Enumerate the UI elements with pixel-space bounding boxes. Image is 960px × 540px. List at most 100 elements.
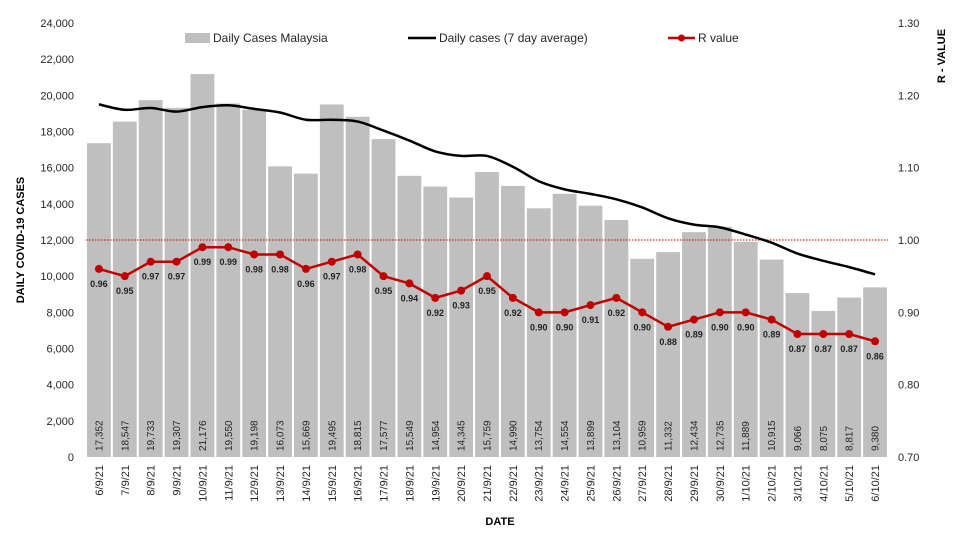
x-axis-tick-label: 10/9/21 xyxy=(197,465,209,502)
r-value-marker xyxy=(457,286,466,295)
bar-value-labels: 17,352 18,547 19,733 19,307 21,176 19,550 19,1… xyxy=(94,420,881,451)
bar-value-label: 9,380 xyxy=(871,426,882,451)
r-value-labels: 0.96 0.95 0.97 0.97 0.99 0.99 0.98 0.98 0.96 0.97… xyxy=(90,257,884,361)
x-axis-tick-label: 24/9/21 xyxy=(560,465,572,502)
x-axis-tick-label: 21/9/21 xyxy=(482,465,494,502)
x-axis-tick-label: 6/10/21 xyxy=(870,465,882,502)
r-value-label: 0.88 xyxy=(659,337,677,347)
x-axis-ticks: 6/9/21 7/9/21 8/9/21 9/9/21 10/9/21 11/9/21 12… xyxy=(94,465,882,502)
r-value-label: 0.89 xyxy=(685,330,703,340)
left-axis-tick-label: 16,000 xyxy=(40,163,74,175)
r-value-label: 0.96 xyxy=(297,279,315,289)
r-value-label: 0.93 xyxy=(452,301,470,311)
bar-value-label: 11,332 xyxy=(664,421,675,451)
r-value-marker xyxy=(586,301,595,310)
r-value-marker xyxy=(276,250,285,259)
legend-swatch-daily-cases xyxy=(185,33,210,43)
bar xyxy=(475,172,499,457)
r-value-label: 0.98 xyxy=(271,264,289,274)
bar xyxy=(682,232,706,457)
bar xyxy=(526,208,551,457)
bar xyxy=(578,205,603,457)
x-axis-tick-label: 13/9/21 xyxy=(275,465,287,502)
x-axis-tick-label: 6/9/21 xyxy=(94,465,106,496)
r-value-marker xyxy=(483,272,491,281)
bar-value-label: 13,754 xyxy=(534,420,545,451)
r-value-marker xyxy=(224,243,233,252)
bar xyxy=(811,310,836,457)
right-axis-title: R - VALUE xyxy=(936,29,948,83)
r-value-marker xyxy=(146,257,155,266)
r-value-marker xyxy=(689,315,698,324)
x-axis-tick-label: 1/10/21 xyxy=(741,465,753,502)
bar xyxy=(371,139,396,458)
bar xyxy=(552,193,577,457)
x-axis-tick-label: 12/9/21 xyxy=(249,465,261,502)
right-axis-tick-label: 1.20 xyxy=(898,90,919,102)
r-value-marker xyxy=(94,264,103,273)
bar-value-label: 14,554 xyxy=(560,420,571,451)
bar xyxy=(397,175,422,457)
r-value-marker xyxy=(612,293,621,302)
r-value-label: 0.95 xyxy=(478,286,496,296)
r-value-label: 0.98 xyxy=(349,264,367,274)
x-axis-tick-label: 8/9/21 xyxy=(146,465,158,496)
left-axis-tick-label: 0 xyxy=(68,452,74,464)
r-value-marker xyxy=(327,257,336,266)
r-value-marker xyxy=(431,293,440,302)
r-value-marker xyxy=(741,308,750,317)
x-axis-tick-label: 23/9/21 xyxy=(534,465,546,502)
x-axis-tick-label: 22/9/21 xyxy=(508,465,520,502)
bar xyxy=(837,297,862,457)
left-axis-tick-label: 2,000 xyxy=(46,416,74,428)
r-value-label: 0.94 xyxy=(401,293,419,303)
r-value-marker xyxy=(172,257,181,266)
bar xyxy=(216,103,241,458)
r-value-label: 0.87 xyxy=(840,344,858,354)
r-value-marker xyxy=(353,250,362,259)
x-axis-tick-label: 28/9/21 xyxy=(663,465,675,502)
x-axis-tick-label: 26/9/21 xyxy=(611,465,623,502)
r-value-marker xyxy=(664,322,673,331)
bar xyxy=(863,287,887,457)
r-value-marker xyxy=(508,293,517,302)
left-axis-tick-label: 20,000 xyxy=(40,90,74,102)
bar xyxy=(268,166,292,457)
r-value-label: 0.96 xyxy=(90,279,108,289)
r-value-marker xyxy=(845,330,854,339)
r-value-label: 0.95 xyxy=(116,286,134,296)
bar-value-label: 12,434 xyxy=(689,420,700,451)
r-value-marker xyxy=(301,264,310,273)
r-value-label: 0.87 xyxy=(815,344,833,354)
r-value-marker xyxy=(405,279,414,288)
x-axis-tick-label: 9/9/21 xyxy=(172,465,184,496)
bar-value-label: 14,990 xyxy=(508,420,519,451)
bar-value-label: 8,075 xyxy=(819,426,830,451)
bar xyxy=(294,173,318,457)
bar xyxy=(319,104,344,457)
bar-value-label: 12,735 xyxy=(715,420,726,451)
r-value-marker xyxy=(250,250,259,259)
legend-label-r-value: R value xyxy=(698,31,739,45)
r-value-marker xyxy=(120,272,129,281)
bar xyxy=(707,226,732,457)
r-value-label: 0.97 xyxy=(168,272,186,282)
r-value-label: 0.92 xyxy=(608,308,626,318)
x-axis-tick-label: 3/10/21 xyxy=(792,465,804,502)
r-value-label: 0.90 xyxy=(530,322,548,332)
bar-value-label: 15,669 xyxy=(301,420,312,451)
r-value-label: 0.99 xyxy=(194,257,212,267)
r-value-marker xyxy=(638,308,647,317)
x-axis-tick-label: 14/9/21 xyxy=(301,465,313,502)
right-axis-tick-label: 1.00 xyxy=(898,235,919,247)
bar-value-label: 15,759 xyxy=(483,420,494,451)
r-value-label: 0.97 xyxy=(323,272,341,282)
r-value-label: 0.90 xyxy=(737,322,755,332)
bar-value-label: 19,198 xyxy=(250,420,261,451)
bar xyxy=(190,74,215,458)
left-axis-tick-label: 10,000 xyxy=(40,271,74,283)
bar-value-label: 13,899 xyxy=(586,420,597,451)
bar-value-label: 8,817 xyxy=(845,426,856,451)
right-axis-tick-label: 0.70 xyxy=(898,452,919,464)
bar xyxy=(242,109,267,457)
